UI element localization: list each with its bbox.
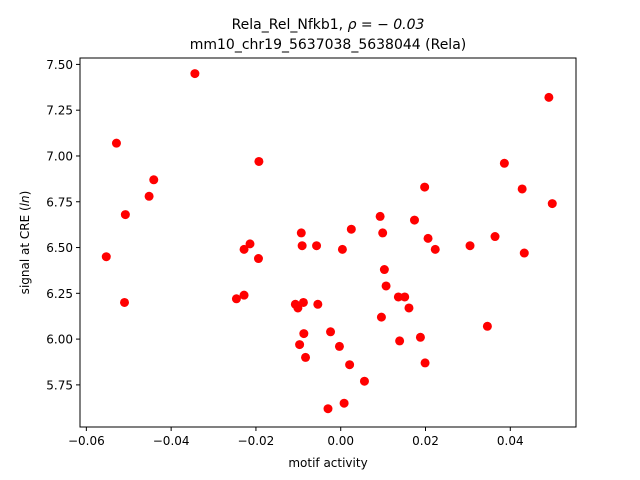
y-tick-label: 5.75 [46,378,73,392]
y-axis-label-suffix: ) [18,191,32,196]
data-point [323,404,333,414]
data-point [334,341,344,351]
y-tick-label: 6.50 [46,241,73,255]
data-point [120,297,130,307]
data-point [547,199,557,209]
data-point [298,297,308,307]
data-point [111,138,121,148]
x-tick-label: −0.02 [238,434,275,448]
data-point [415,332,425,342]
y-axis-label-symbol: ln [18,195,32,206]
data-point [149,175,159,185]
data-point [346,224,356,234]
plot-frame [79,57,577,428]
data-point [190,69,200,79]
data-point [339,398,349,408]
data-point [253,254,263,264]
chart-title-line2: mm10_chr19_5637038_5638044 (Rela) [190,37,467,53]
points-layer [101,69,557,414]
chart-title-line1: Rela_Rel_Nfkb1, ρ = − 0.03 [232,17,425,33]
data-point [239,290,249,300]
data-point [296,228,306,238]
data-point [301,352,311,362]
data-point [254,156,264,166]
data-point [293,303,303,313]
data-point [239,244,249,254]
data-point [544,92,554,102]
data-point [420,182,430,192]
y-tick-label: 7.25 [46,104,73,118]
data-point [482,321,492,331]
y-tick-label: 6.75 [46,195,73,209]
data-point [144,191,154,201]
x-tick-label: 0.04 [497,434,524,448]
data-point [409,215,419,225]
data-point [465,241,475,251]
data-point [519,248,529,258]
chart-title-rho: ρ = − 0.03 [348,17,425,33]
data-point [420,358,430,368]
data-point [381,281,391,291]
data-point [337,244,347,254]
data-point [245,239,255,249]
data-point [297,241,307,251]
data-point [359,376,369,386]
data-point [423,233,433,243]
y-tick-label: 6.00 [46,333,73,347]
data-point [299,329,309,339]
data-point [120,210,130,220]
y-tick-label: 7.50 [46,58,73,72]
y-axis-label: signal at CRE (ln) [18,191,32,295]
data-point [376,312,386,322]
x-tick-label: 0.02 [412,434,439,448]
data-point [326,327,336,337]
data-point [430,244,440,254]
data-point [345,360,355,370]
data-point [101,252,111,262]
x-axis: −0.06 −0.04 −0.02 0.00 0.02 0.04 [68,427,524,448]
data-point [499,158,509,168]
y-axis-label-prefix: signal at CRE ( [18,206,32,294]
chart-title-prefix: Rela_Rel_Nfkb1, [232,17,348,33]
x-tick-label: −0.04 [153,434,190,448]
y-tick-label: 7.00 [46,149,73,163]
x-axis-label: motif activity [288,456,367,470]
data-point [379,265,389,275]
data-point [404,303,414,313]
data-point [517,184,527,194]
data-point [231,294,241,304]
y-tick-label: 6.25 [46,287,73,301]
data-point [395,336,405,346]
data-point [295,340,305,350]
data-point [490,232,500,242]
data-point [378,228,388,238]
data-point [400,292,410,302]
y-axis: 5.75 6.00 6.25 6.50 6.75 7.00 7.25 7.50 [46,58,80,392]
x-tick-label: −0.06 [68,434,105,448]
data-point [312,241,322,251]
x-tick-label: 0.00 [327,434,354,448]
data-point [393,292,403,302]
data-point [375,211,385,221]
data-point [313,299,323,309]
